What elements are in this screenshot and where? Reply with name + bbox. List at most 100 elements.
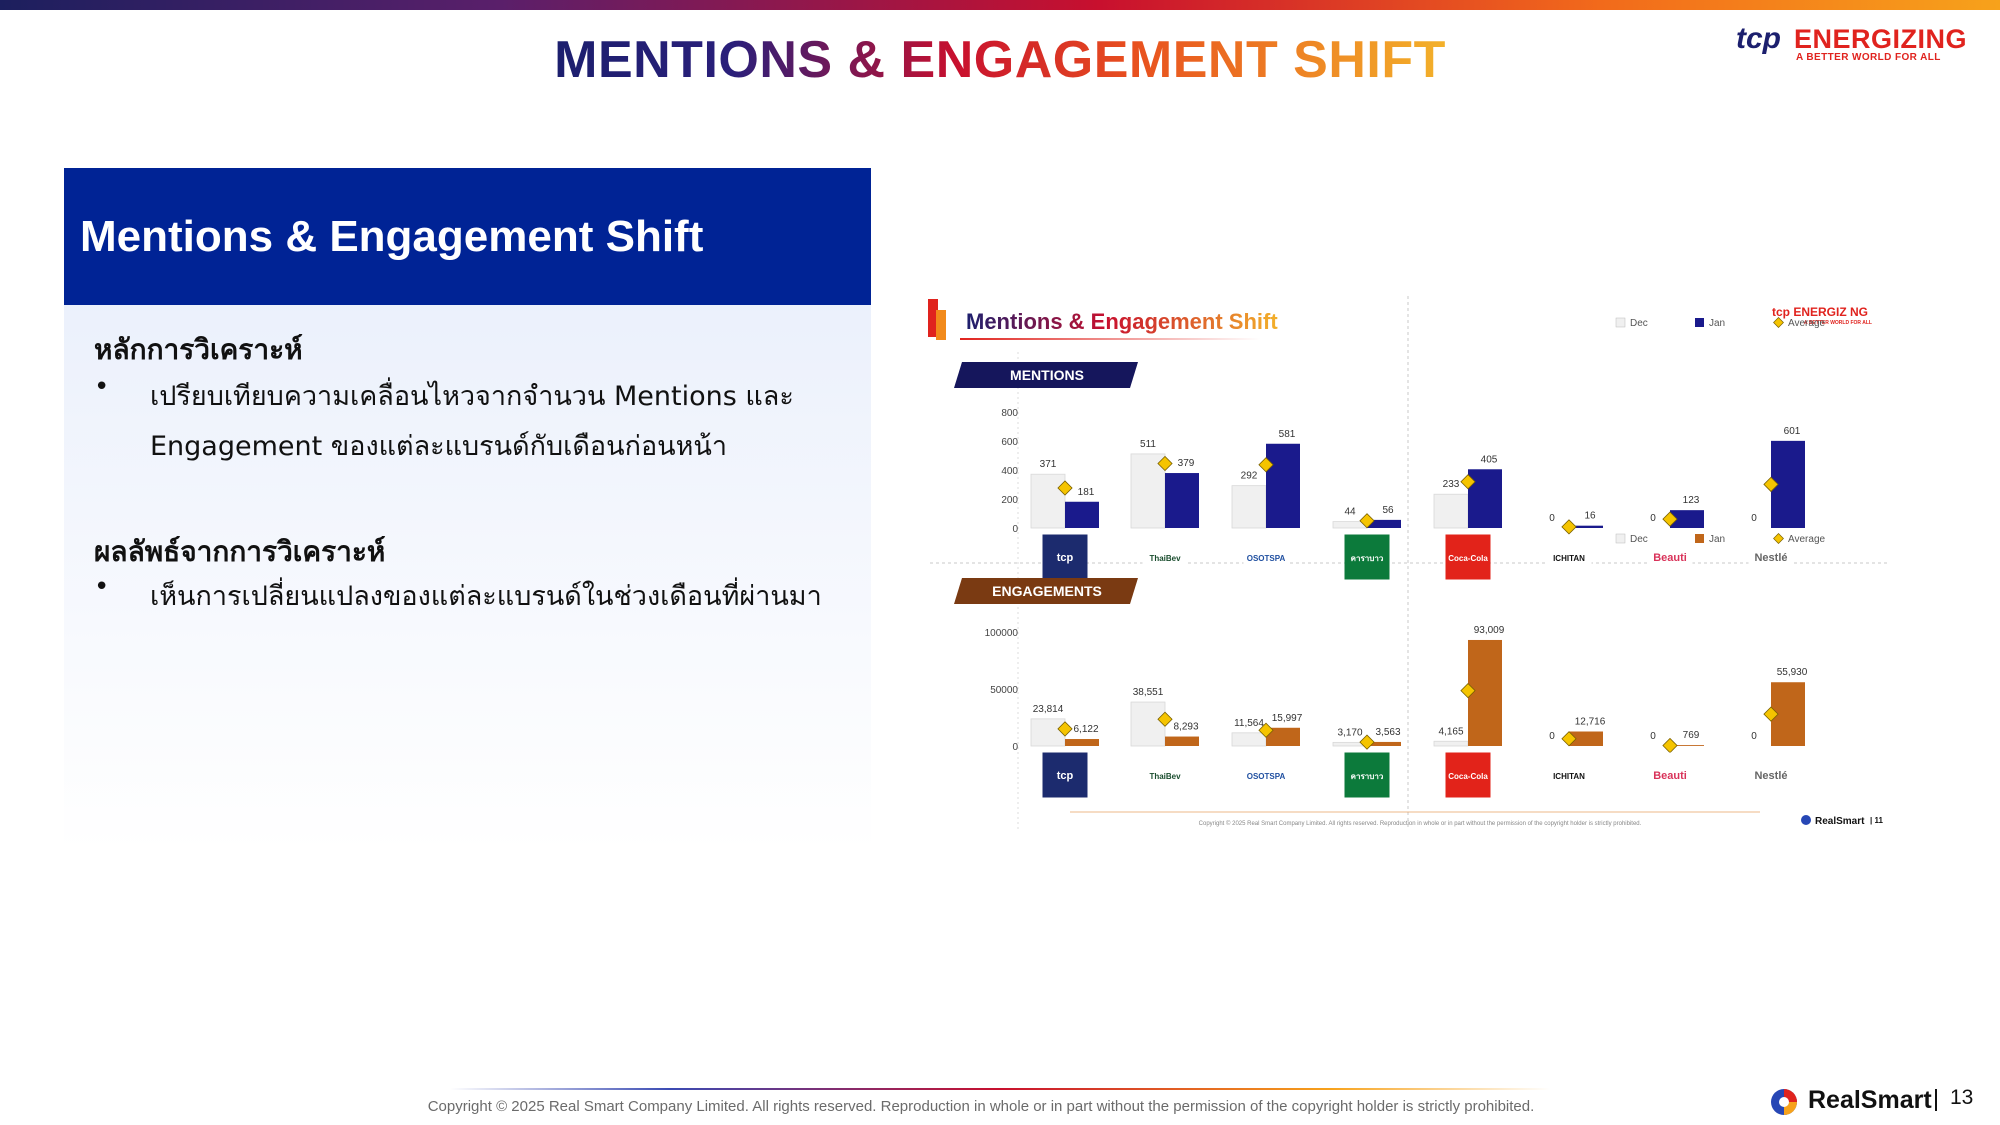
data-label-jan: 55,930 [1777,667,1808,678]
bar-dec [1130,701,1166,747]
brand-logo-tile [1142,534,1188,580]
legend-label-average: Average [1788,534,1826,545]
bar-dec [1030,718,1066,747]
y-tick-label: 400 [1001,466,1018,477]
copyright-text: Copyright © 2025 Real Smart Company Limi… [427,1098,1535,1115]
realsmart-text: RealSmart [1808,1086,1932,1114]
data-label-jan: 8,293 [1173,722,1198,733]
section-label: MENTIONS [1010,367,1084,383]
data-label-dec: 0 [1650,513,1656,524]
y-tick-label: 0 [1012,524,1018,535]
bar-jan [1367,741,1401,746]
brand-logo-tile [1748,752,1794,798]
legend-label-dec: Dec [1630,318,1648,329]
brand-logo-label: ThaiBev [1149,772,1181,781]
brand-logo-tile [1042,752,1088,798]
average-marker [1662,737,1678,754]
y-tick-label: 50000 [990,685,1018,696]
y-tick-label: 800 [1001,408,1018,419]
inner-brand-logo: tcp ENERGIZ NG [1772,305,1868,319]
brand-logo-tile [1142,752,1188,798]
tcp-logo-text: tcp [1736,22,1781,55]
left-panel-header: Mentions & Engagement Shift [64,168,871,305]
legend-label-dec: Dec [1630,534,1648,545]
data-label-dec: 371 [1040,459,1057,470]
bar-jan [1266,727,1300,746]
inner-realsmart-icon [1801,815,1811,825]
inner-copyright: Copyright © 2025 Real Smart Company Limi… [1199,820,1642,827]
y-tick-label: 200 [1001,495,1018,506]
brand-logo-label: ICHITAN [1553,554,1585,563]
brand-logo-tile [1647,534,1693,580]
bar-jan [1065,501,1099,528]
average-marker [1763,476,1779,493]
data-label-dec: 0 [1549,513,1555,524]
data-label-dec: 0 [1549,731,1555,742]
data-label-dec: 44 [1344,507,1356,518]
data-label-jan: 93,009 [1474,625,1505,636]
brand-logo-label: Coca-Cola [1448,772,1488,781]
bullet-icon: • [94,372,110,402]
bar-dec [1231,485,1267,529]
bullet-text: เห็นการเปลี่ยนแปลงของแต่ละแบรนด์ในช่วงเด… [150,581,822,612]
page-number: 13 [1950,1086,1974,1109]
brand-logo-tile [1445,534,1491,580]
legend-label-average: Average [1788,318,1826,329]
legend-swatch-average [1773,317,1784,328]
average-marker [1561,731,1577,747]
bar-jan [1367,519,1401,528]
brand-logo-tile [1243,752,1289,798]
y-tick-label: 0 [1012,742,1018,753]
brand-logo-label: tcp [1057,770,1074,782]
data-label-jan: 6,122 [1073,724,1098,735]
average-marker [1157,455,1173,472]
page-number-divider [1935,1089,1937,1111]
inner-slide-chart: Mentions & Engagement Shift tcp ENERGIZ N… [928,296,1888,830]
left-panel-title: Mentions & Engagement Shift [80,212,704,261]
brand-logo-label: tcp [1057,552,1074,564]
brand-logo-label: ICHITAN [1553,772,1585,781]
data-label-jan: 581 [1279,429,1296,440]
brand-logo-tile [1445,752,1491,798]
data-label-dec: 0 [1650,731,1656,742]
data-label-dec: 3,170 [1337,727,1362,738]
top-gradient-bar [0,0,2000,10]
data-label-jan: 181 [1078,487,1095,498]
legend-swatch-average [1773,533,1784,544]
data-label-dec: 0 [1751,731,1757,742]
section-label: ENGAGEMENTS [992,583,1102,599]
average-marker [1359,734,1375,750]
brand-logo-tile [1042,534,1088,580]
inner-realsmart-text: RealSmart [1815,816,1865,827]
brand-tagline: A BETTER WORLD FOR ALL [1796,52,1941,63]
data-label-jan: 15,997 [1272,713,1303,724]
title-accent-red [928,299,938,337]
data-label-jan: 769 [1683,730,1700,741]
average-marker [1460,474,1476,490]
footer-divider [450,1088,1550,1090]
bullet-text: เปรียบเทียบความเคลื่อนไหวจากจำนวน Mentio… [150,381,794,462]
brand-logo-label: Nestlé [1754,770,1787,782]
data-label-jan: 16 [1584,511,1596,522]
legend-label-jan: Jan [1709,534,1725,545]
bar-jan [1569,731,1603,746]
brand-logo-tile [1748,534,1794,580]
average-marker [1561,519,1577,535]
brand-logo-label: Beauti [1653,552,1687,564]
legend-swatch-jan [1695,534,1704,543]
data-label-jan: 601 [1784,426,1801,437]
brand-logo-label: คาราบาว [1351,772,1384,781]
legend-swatch-jan [1695,318,1704,327]
average-marker [1460,682,1476,699]
bullet-icon: • [94,572,110,602]
legend-swatch-dec [1615,533,1626,544]
bar-dec [1231,732,1267,747]
inner-slide-title: Mentions & Engagement Shift [966,309,1278,334]
data-label-dec: 23,814 [1033,704,1064,715]
energizing-logo-text: ENERGIZING [1794,24,1968,54]
brand-logo-tile [1344,752,1390,798]
data-label-dec: 4,165 [1438,726,1463,737]
brand-logo-tile [1344,534,1390,580]
section-label-bg [954,578,1138,604]
